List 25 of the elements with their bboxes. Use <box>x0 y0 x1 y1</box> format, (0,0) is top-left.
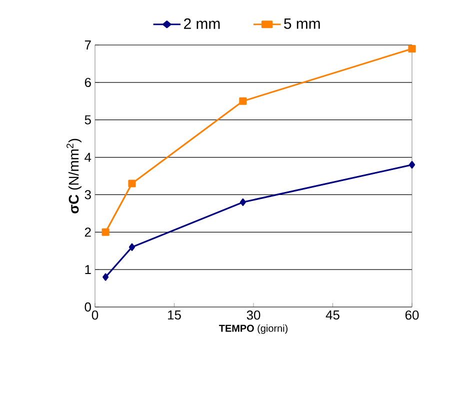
x-tick-label: 30 <box>246 310 260 320</box>
x-tick-label: 60 <box>405 310 419 320</box>
x-axis-title: TEMPO (giorni) <box>219 324 288 334</box>
x-tick-label: 15 <box>168 310 181 320</box>
x-tick-label: 0 <box>92 310 98 320</box>
legend-label: 2 mm <box>184 18 220 29</box>
y-tick-label: 5 <box>84 115 91 124</box>
y-tick-label: 2 <box>84 228 91 237</box>
legend-label: 5 mm <box>284 18 320 29</box>
point <box>128 180 136 188</box>
y-tick-label: 0 <box>84 302 91 312</box>
y-axis-title: σC (N/mm$^{2}$) <box>66 138 82 214</box>
point <box>408 160 416 169</box>
y-tick-label: 4 <box>84 152 92 162</box>
y-tick-label: 6 <box>84 78 91 88</box>
y-tick-label: 7 <box>84 40 91 50</box>
point <box>408 44 416 53</box>
point <box>102 228 110 236</box>
point <box>240 198 246 206</box>
point <box>128 243 136 251</box>
x-tick-label: 45 <box>326 310 340 320</box>
y-tick-label: 1 <box>85 265 91 274</box>
point <box>239 97 247 105</box>
point <box>102 273 109 281</box>
y-tick-label: 3 <box>84 190 91 200</box>
